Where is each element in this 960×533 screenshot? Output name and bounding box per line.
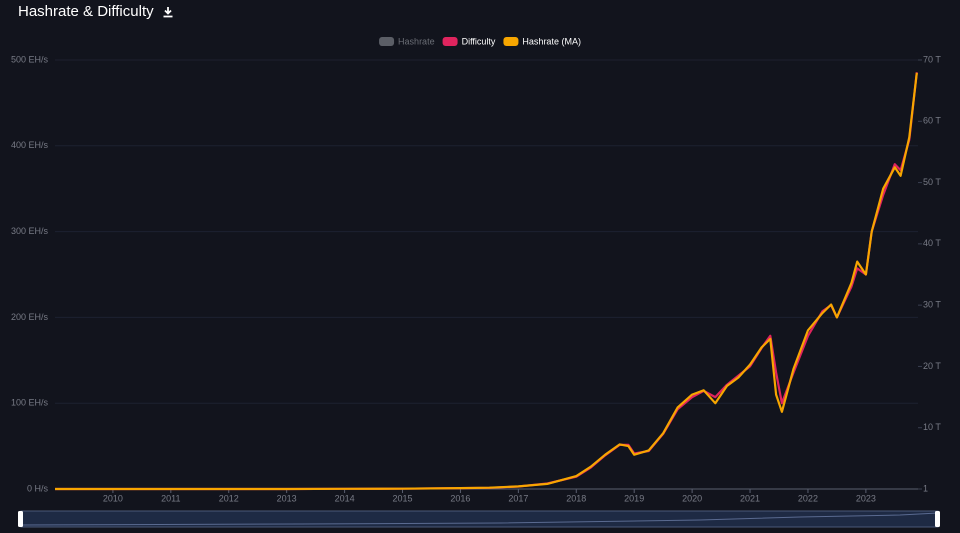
x-tick-label: 2018 [566,493,586,503]
x-tick-label: 2019 [624,493,644,503]
x-tick-label: 2014 [335,493,355,503]
legend-item[interactable]: Difficulty [442,36,496,46]
x-tick-label: 2022 [798,493,818,503]
legend-item[interactable]: Hashrate [379,36,435,46]
slider-handle[interactable] [18,511,23,527]
y2-tick-label: 20 T [923,361,941,371]
data-line [55,72,918,491]
y2-tick-label: 1 [923,483,928,493]
zoom-slider[interactable] [18,510,940,528]
x-tick-label: 2020 [682,493,702,503]
x-tick-label: 2010 [103,493,123,503]
y2-tick-label: 70 T [923,54,941,64]
y2-tick-label: 60 T [923,116,941,126]
y2-tick-label: 30 T [923,300,941,310]
legend-label: Hashrate [398,36,435,46]
y-tick-label: 400 EH/s [11,140,49,150]
legend: Hashrate Difficulty Hashrate (MA) [379,36,581,46]
x-tick-label: 2013 [277,493,297,503]
y2-tick-label: 50 T [923,177,941,187]
chart-title: Hashrate & Difficulty [18,3,154,20]
slider-preview [20,512,939,526]
legend-label: Difficulty [462,36,496,46]
x-tick-label: 2015 [393,493,413,503]
download-icon[interactable] [162,6,174,18]
x-tick-label: 2012 [219,493,239,503]
chart-title-bar: Hashrate & Difficulty [18,3,174,20]
legend-swatch [379,37,395,46]
x-tick-label: 2021 [740,493,760,503]
slider-handle[interactable] [935,511,940,527]
y-tick-label: 300 EH/s [11,226,49,236]
y-tick-label: 200 EH/s [11,312,49,322]
legend-swatch [442,37,458,46]
x-tick-label: 2023 [856,493,876,503]
y2-tick-label: 40 T [923,238,941,248]
y-tick-label: 500 EH/s [11,54,49,64]
legend-item[interactable]: Hashrate (MA) [503,36,581,46]
legend-swatch [503,37,519,46]
y2-tick-label: 10 T [923,422,941,432]
x-tick-label: 2017 [508,493,528,503]
x-tick-label: 2011 [161,493,180,503]
data-line [55,72,918,491]
x-tick-label: 2016 [450,493,470,503]
legend-label: Hashrate (MA) [522,36,581,46]
y-tick-label: 0 H/s [27,483,49,493]
y-tick-label: 100 EH/s [11,398,49,408]
